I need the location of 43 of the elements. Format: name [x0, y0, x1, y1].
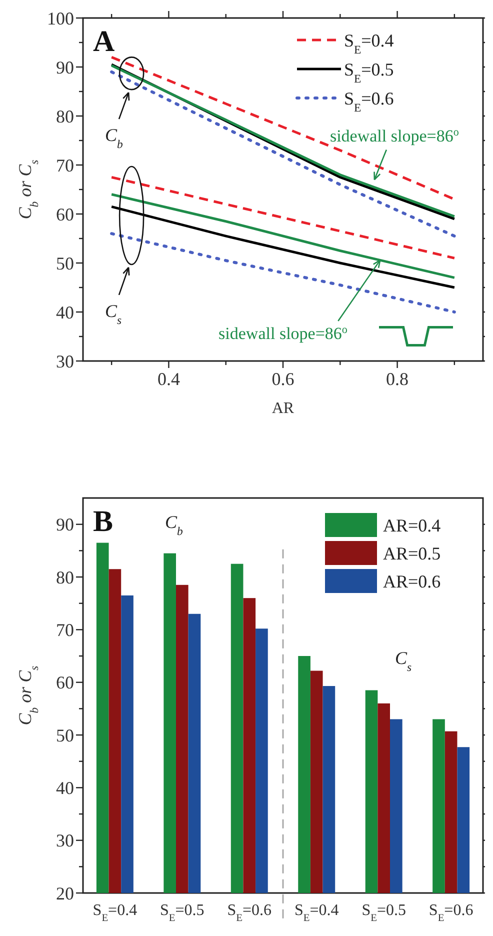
- x-tick-label: S$_{E}$=0.4: [294, 902, 339, 924]
- x-tick-label: 0.6: [272, 369, 294, 389]
- annotation: C$_{s}$: [105, 300, 122, 326]
- legend-label: AR=0.5: [383, 543, 441, 564]
- annotation: C$_{b}$: [105, 125, 124, 151]
- line-series: [110, 176, 456, 260]
- x-tick-label: S$_{E}$=0.6: [428, 902, 474, 924]
- x-tick-label: S$_{E}$=0.5: [362, 902, 406, 924]
- y-tick-label: 90: [56, 514, 74, 535]
- annotation: C$_{b}$: [165, 512, 184, 538]
- x-tick-label: S$_{E}$=0.4: [92, 902, 138, 924]
- annotation: sidewall slope=86$^{o}$: [218, 324, 348, 343]
- y-tick-label: 20: [56, 883, 74, 904]
- y-tick-label: 70: [56, 155, 74, 176]
- y-tick-label: 30: [56, 351, 74, 372]
- x-tick-label: 0.4: [157, 369, 180, 389]
- annotation: C$_{s}$: [395, 648, 412, 674]
- annotation: A: [93, 25, 115, 58]
- y-tick-label: 60: [56, 672, 74, 693]
- y-tick-label: 40: [56, 302, 74, 322]
- line-series: [110, 193, 456, 279]
- y-tick-label: 70: [56, 620, 74, 640]
- y-tick-label: 90: [56, 57, 74, 78]
- legend-label: S$_{E}$=0.5: [344, 59, 394, 85]
- y-tick-label: 30: [56, 830, 74, 851]
- legend-label: S$_{E}$=0.4: [344, 30, 394, 56]
- y-tick-label: 40: [56, 778, 74, 798]
- legend-label: AR=0.6: [383, 571, 441, 592]
- x-axis-title: AR: [272, 400, 294, 417]
- legend-label: S$_{E}$=0.6: [344, 88, 394, 114]
- annotation: sidewall slope=86$^{o}$: [330, 126, 460, 146]
- legend-label: AR=0.4: [383, 515, 441, 536]
- y-tick-label: 100: [47, 8, 74, 28]
- y-tick-label: 80: [56, 106, 74, 126]
- y-tick-label: 50: [56, 725, 74, 746]
- x-tick-label: S$_{E}$=0.5: [160, 902, 204, 924]
- y-tick-label: 50: [56, 253, 74, 274]
- annotation: B: [93, 505, 114, 538]
- x-tick-label: S$_{E}$=0.6: [227, 902, 272, 924]
- x-tick-label: 0.8: [386, 369, 409, 389]
- line-series: [110, 205, 456, 289]
- y-tick-label: 60: [56, 204, 74, 224]
- y-tick-label: 80: [56, 567, 74, 588]
